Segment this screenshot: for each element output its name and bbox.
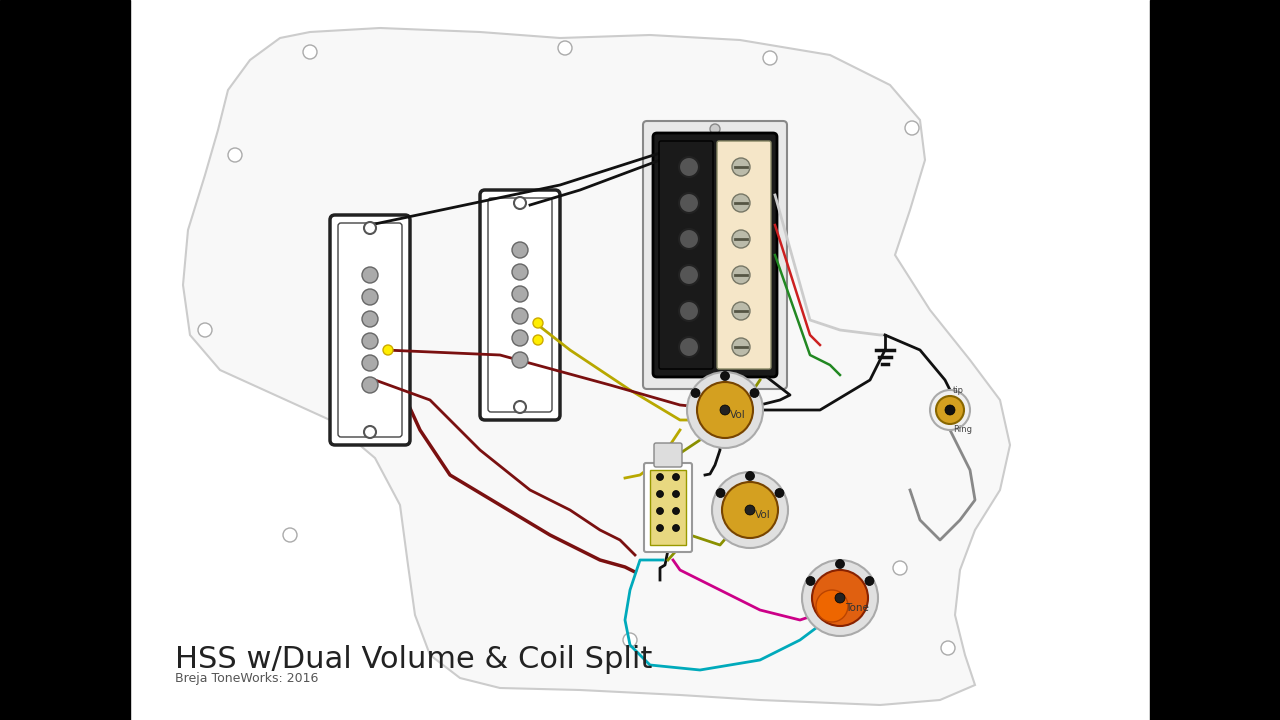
Circle shape (806, 577, 815, 585)
Circle shape (732, 338, 750, 356)
Circle shape (865, 577, 874, 585)
Circle shape (362, 289, 378, 305)
Bar (0, 0, 131, 720)
Circle shape (931, 390, 970, 430)
Circle shape (745, 505, 755, 515)
Circle shape (678, 301, 699, 321)
Circle shape (672, 508, 680, 515)
Circle shape (732, 266, 750, 284)
Circle shape (678, 193, 699, 213)
Circle shape (515, 197, 526, 209)
Circle shape (763, 51, 777, 65)
FancyBboxPatch shape (488, 198, 552, 412)
Circle shape (198, 323, 212, 337)
Circle shape (945, 405, 955, 415)
Circle shape (515, 401, 526, 413)
FancyBboxPatch shape (643, 121, 787, 389)
Circle shape (657, 524, 663, 531)
Circle shape (362, 377, 378, 393)
Bar (1149, 0, 1280, 720)
Circle shape (691, 389, 700, 397)
Circle shape (283, 528, 297, 542)
Circle shape (698, 382, 753, 438)
Text: Breja ToneWorks: 2016: Breja ToneWorks: 2016 (175, 672, 319, 685)
FancyBboxPatch shape (653, 133, 777, 377)
FancyBboxPatch shape (659, 141, 713, 369)
Circle shape (512, 242, 529, 258)
Circle shape (383, 345, 393, 355)
Circle shape (532, 318, 543, 328)
Circle shape (512, 308, 529, 324)
Text: Tone: Tone (845, 603, 869, 613)
Circle shape (657, 474, 663, 480)
Circle shape (512, 352, 529, 368)
Text: Vol: Vol (730, 410, 746, 420)
Circle shape (716, 488, 724, 498)
Circle shape (732, 158, 750, 176)
FancyBboxPatch shape (717, 141, 771, 369)
Text: Vol: Vol (755, 510, 771, 520)
Circle shape (678, 265, 699, 285)
Circle shape (672, 524, 680, 531)
Circle shape (228, 148, 242, 162)
FancyBboxPatch shape (338, 223, 402, 437)
Circle shape (905, 121, 919, 135)
Circle shape (936, 396, 964, 424)
Circle shape (364, 426, 376, 438)
Circle shape (362, 311, 378, 327)
Circle shape (719, 405, 730, 415)
FancyBboxPatch shape (480, 190, 561, 420)
Circle shape (558, 41, 572, 55)
FancyBboxPatch shape (330, 215, 410, 445)
Circle shape (750, 389, 759, 397)
Circle shape (732, 194, 750, 212)
Circle shape (672, 490, 680, 498)
Text: HSS w/Dual Volume & Coil Split: HSS w/Dual Volume & Coil Split (175, 645, 653, 674)
Circle shape (893, 561, 908, 575)
Circle shape (687, 372, 763, 448)
Circle shape (362, 267, 378, 283)
Circle shape (836, 559, 845, 569)
Circle shape (732, 230, 750, 248)
Circle shape (817, 590, 849, 622)
Bar (650, 470, 686, 545)
Circle shape (710, 124, 719, 134)
Text: Ring: Ring (954, 425, 972, 434)
Circle shape (364, 222, 376, 234)
Circle shape (774, 488, 783, 498)
Polygon shape (183, 28, 1010, 705)
Circle shape (941, 641, 955, 655)
Text: tip: tip (954, 386, 964, 395)
Circle shape (532, 335, 543, 345)
Circle shape (678, 229, 699, 249)
FancyBboxPatch shape (654, 443, 682, 467)
Circle shape (623, 633, 637, 647)
Circle shape (745, 472, 754, 480)
Circle shape (732, 302, 750, 320)
Circle shape (835, 593, 845, 603)
Circle shape (721, 372, 730, 380)
Circle shape (512, 286, 529, 302)
Circle shape (950, 393, 964, 407)
Circle shape (657, 508, 663, 515)
Circle shape (512, 264, 529, 280)
Circle shape (803, 560, 878, 636)
Circle shape (657, 490, 663, 498)
Circle shape (362, 355, 378, 371)
Circle shape (678, 337, 699, 357)
FancyBboxPatch shape (644, 463, 692, 552)
Circle shape (722, 482, 778, 538)
Circle shape (672, 474, 680, 480)
Circle shape (678, 157, 699, 177)
Circle shape (812, 570, 868, 626)
Circle shape (712, 472, 788, 548)
Circle shape (362, 333, 378, 349)
Circle shape (303, 45, 317, 59)
Circle shape (512, 330, 529, 346)
